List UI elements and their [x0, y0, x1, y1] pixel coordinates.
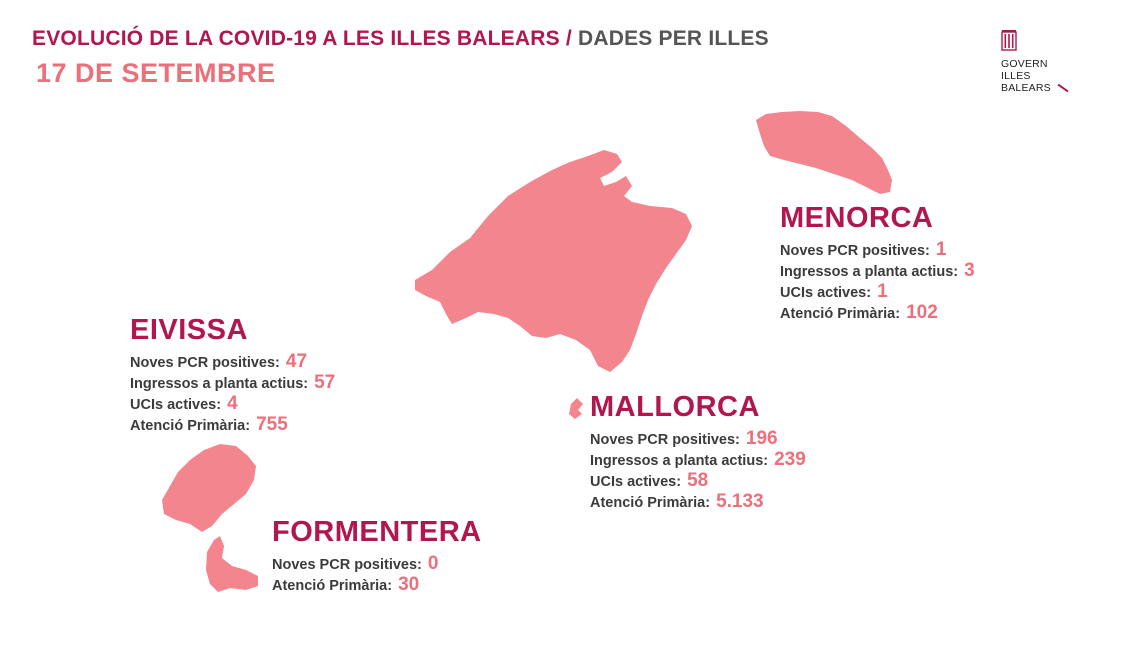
stat-row: Noves PCR positives: 47: [130, 351, 335, 372]
menorca-shape: [756, 111, 892, 194]
govern-illes-balears-logo: GOVERN ILLES BALEARS: [1001, 30, 1081, 94]
title-main: EVOLUCIÓ DE LA COVID-19 A LES ILLES BALE…: [32, 27, 560, 50]
stat-label: Atenció Primària:: [272, 578, 393, 594]
stat-row: UCIs actives: 58: [590, 470, 806, 491]
stat-row: Atenció Primària: 30: [272, 574, 482, 595]
stat-row: UCIs actives: 4: [130, 393, 335, 414]
logo-line-govern: GOVERN: [1001, 58, 1048, 70]
stat-value: 3: [964, 260, 975, 281]
stat-row: UCIs actives: 1: [780, 281, 975, 302]
stat-label: Atenció Primària:: [780, 306, 901, 322]
stat-value: 239: [774, 449, 806, 470]
stat-label: Atenció Primària:: [130, 418, 251, 434]
coat-of-arms-icon: [1001, 30, 1017, 51]
stat-value: 57: [314, 372, 336, 393]
island-block-eivissa: EIVISSA Noves PCR positives: 47 Ingresso…: [130, 315, 335, 435]
stat-label: Atenció Primària:: [590, 495, 711, 511]
stat-row: Ingressos a planta actius: 3: [780, 260, 975, 281]
island-name-eivissa: EIVISSA: [130, 314, 248, 346]
island-name-menorca: MENORCA: [780, 202, 934, 234]
stat-row: Noves PCR positives: 196: [590, 428, 806, 449]
stat-value: 47: [285, 351, 308, 372]
stat-value: 1: [877, 281, 888, 302]
logo-line-illes: ILLES: [1001, 70, 1031, 82]
stat-row: Noves PCR positives: 0: [272, 553, 482, 574]
stat-label: UCIs actives:: [590, 474, 682, 490]
stat-value: 196: [745, 428, 778, 449]
stat-value: 4: [227, 393, 238, 414]
formentera-shape: [206, 536, 258, 592]
stat-row: Ingressos a planta actius: 57: [130, 372, 335, 393]
stat-label: Ingressos a planta actius:: [130, 376, 309, 392]
title-separator: /: [565, 27, 572, 50]
logo-line-balears: BALEARS: [1001, 82, 1081, 94]
stat-label: UCIs actives:: [130, 397, 222, 413]
stat-value: 1: [935, 239, 947, 260]
stat-label: Noves PCR positives:: [590, 432, 740, 448]
stat-value: 102: [906, 302, 938, 323]
stat-row: Atenció Primària: 102: [780, 302, 975, 323]
stat-label: UCIs actives:: [780, 285, 872, 301]
island-block-formentera: FORMENTERA Noves PCR positives: 0 Atenci…: [272, 517, 482, 595]
island-name-mallorca: MALLORCA: [590, 391, 760, 423]
logo-line-balears-text: BALEARS: [1001, 82, 1051, 94]
stat-value: 30: [398, 574, 420, 595]
eivissa-shape: [162, 444, 256, 532]
island-block-menorca: MENORCA Noves PCR positives: 1 Ingressos…: [780, 203, 975, 323]
island-block-mallorca: MALLORCA Noves PCR positives: 196 Ingres…: [590, 392, 806, 512]
stat-row: Ingressos a planta actius: 239: [590, 449, 806, 470]
stat-label: Ingressos a planta actius:: [780, 264, 959, 280]
stat-label: Noves PCR positives:: [130, 355, 280, 371]
report-date: 17 DE SETEMBRE: [36, 58, 276, 88]
stat-value: 0: [427, 553, 439, 574]
mallorca-shape: [415, 150, 692, 372]
stat-value: 5.133: [716, 491, 764, 512]
stat-row: Atenció Primària: 5.133: [590, 491, 806, 512]
cabrera-shape: [569, 398, 583, 419]
stat-row: Noves PCR positives: 1: [780, 239, 975, 260]
stat-row: Atenció Primària: 755: [130, 414, 335, 435]
stat-label: Noves PCR positives:: [780, 243, 930, 259]
stat-value: 58: [687, 470, 709, 491]
stat-label: Ingressos a planta actius:: [590, 453, 769, 469]
title-subtitle: DADES PER ILLES: [577, 27, 769, 50]
island-name-formentera: FORMENTERA: [272, 516, 482, 548]
stat-label: Noves PCR positives:: [272, 557, 422, 573]
page-title: EVOLUCIÓ DE LA COVID-19 A LES ILLES BALE…: [32, 27, 769, 51]
stat-value: 755: [256, 414, 288, 435]
